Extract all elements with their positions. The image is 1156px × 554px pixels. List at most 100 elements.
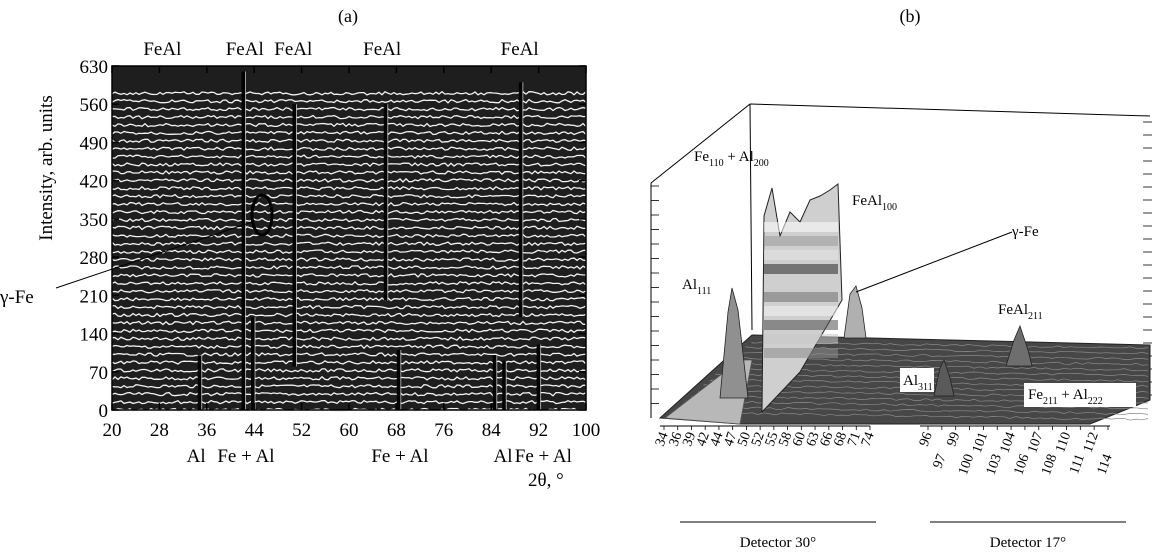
peak-block-band: [764, 222, 838, 232]
trace-line: [111, 106, 587, 112]
y-axis-label: Intensity, arb. units: [36, 95, 57, 240]
trace-line: [111, 344, 587, 350]
trace-line: [111, 296, 587, 302]
x-tick-label: 76: [434, 420, 453, 441]
surface-ridge: [673, 411, 1149, 421]
x-tick-label-b: 111: [1067, 452, 1088, 476]
label-fe211-al222-bg: [1024, 383, 1136, 407]
trace-line: [111, 265, 587, 271]
x-tick-label-b: 106: [1011, 452, 1032, 477]
x-tick-label-b: 47: [722, 430, 741, 448]
panel-a-label: (a): [338, 6, 358, 27]
trace-line: [111, 154, 587, 160]
x-tick-label-b: 36: [667, 430, 686, 448]
peak-block-band: [764, 278, 838, 288]
trace-line: [111, 225, 586, 231]
x-tick-label: 68: [387, 420, 406, 441]
y-tick-label: 210: [80, 286, 109, 307]
x-tick-label: 20: [103, 420, 122, 441]
peak-block-band: [764, 334, 838, 344]
bottom-peak-label: Fe + Al: [217, 446, 274, 467]
x-tick-label: 84: [482, 420, 502, 441]
x-tick-label-b: 74: [859, 430, 878, 448]
x-tick-label-b: 63: [804, 430, 823, 448]
x-axis-label: 2θ, °: [528, 470, 564, 491]
surface-ridge: [679, 405, 1149, 415]
trace-line: [111, 193, 587, 199]
peak-block-band: [764, 292, 838, 302]
x-tick-label-b: 58: [776, 430, 795, 448]
x-tick-label: 44: [245, 420, 265, 441]
y-tick-label: 630: [80, 57, 109, 78]
x-tick-label-b: 97: [931, 452, 950, 470]
surface-box-frame: [650, 103, 1151, 418]
trace-line: [111, 352, 587, 357]
x-tick-label-b: 108: [1039, 452, 1060, 477]
bottom-peak-label: Fe + Al: [371, 446, 428, 467]
peak-al111: [719, 287, 749, 399]
trace-line: [111, 320, 587, 326]
x-tick-label-b: 44: [708, 430, 727, 448]
x-tick-label-b: 107: [1025, 430, 1046, 455]
trace-line: [111, 328, 587, 334]
trace-line: [111, 304, 587, 310]
gamma-fe-leader-line: [55, 221, 253, 289]
x-tick-label-b: 103: [984, 452, 1005, 477]
peak-block-band: [764, 264, 838, 274]
top-peak-label: FeAl: [226, 39, 264, 60]
y-tick-label: 490: [80, 133, 109, 154]
peak-al311: [933, 358, 955, 397]
x-axis-ticks: 20 28 36 44 52 60 68 76 84 92 100: [103, 66, 600, 441]
label-fe110-al200: Fe110 + Al200: [694, 149, 769, 169]
bottom-peak-labels: Al Fe + Al Fe + Al Al Fe + Al: [187, 446, 572, 467]
peak-feal211: [1005, 324, 1033, 367]
x-tick-label: 52: [292, 420, 311, 441]
x-tick-label-b: 101: [970, 430, 991, 455]
trace-line: [111, 177, 587, 183]
trace-line: [111, 280, 587, 286]
trace-line: [111, 130, 587, 136]
label-al111: Al111: [682, 277, 711, 297]
gamma-fe-highlight-ellipse: [250, 193, 274, 237]
top-peak-labels: FeAl FeAl FeAl FeAl FeAl: [143, 39, 538, 60]
x-tick-label-b: 71: [845, 430, 864, 448]
trace-line: [111, 288, 587, 294]
label-al311: Al311: [903, 373, 933, 393]
y-tick-label: 140: [80, 325, 109, 346]
x-tick-label-b: 100: [956, 452, 977, 477]
x-tick-label: 36: [197, 420, 216, 441]
trace-line: [111, 114, 587, 120]
top-peak-label: FeAl: [143, 39, 181, 60]
trace-line: [111, 257, 587, 262]
label-feal100: FeAl100: [852, 193, 897, 213]
y-tick-label: 560: [80, 95, 109, 116]
peak-gamma-fe: [843, 285, 867, 339]
trace-line: [111, 249, 587, 254]
peak-block-band: [764, 250, 838, 260]
trace-line: [111, 273, 587, 278]
trace-line: [111, 162, 587, 167]
x-tick-label: 92: [529, 420, 548, 441]
bottom-peak-label: Al: [187, 446, 206, 467]
peak-block-band: [764, 236, 838, 246]
x-tick-label-b: 110: [1053, 430, 1074, 454]
trace-line: [111, 201, 587, 207]
x-tick-label-b: 39: [680, 430, 699, 448]
panel-a: (a) FeAl FeAl FeAl FeAl FeAl 0 70 140 210 280 350…: [0, 6, 600, 491]
trace-line: [111, 169, 587, 175]
top-peak-label: FeAl: [274, 39, 312, 60]
trace-line: [111, 312, 587, 318]
x-tick-label-b: 99: [945, 430, 964, 448]
trace-line: [111, 138, 587, 144]
bottom-peak-label: Fe + Al: [515, 446, 572, 467]
trace-line: [111, 90, 587, 96]
peak-block-bands: [764, 222, 838, 358]
gamma-fe-leader-line-b: [855, 231, 1013, 293]
trace-line: [111, 146, 587, 152]
trace-line: [111, 122, 587, 128]
panel-b-label: (b): [900, 6, 921, 27]
x-tick-label-b: 114: [1095, 452, 1116, 476]
diffraction-traces: [111, 90, 587, 413]
label-feal211: FeAl211: [998, 302, 1043, 322]
